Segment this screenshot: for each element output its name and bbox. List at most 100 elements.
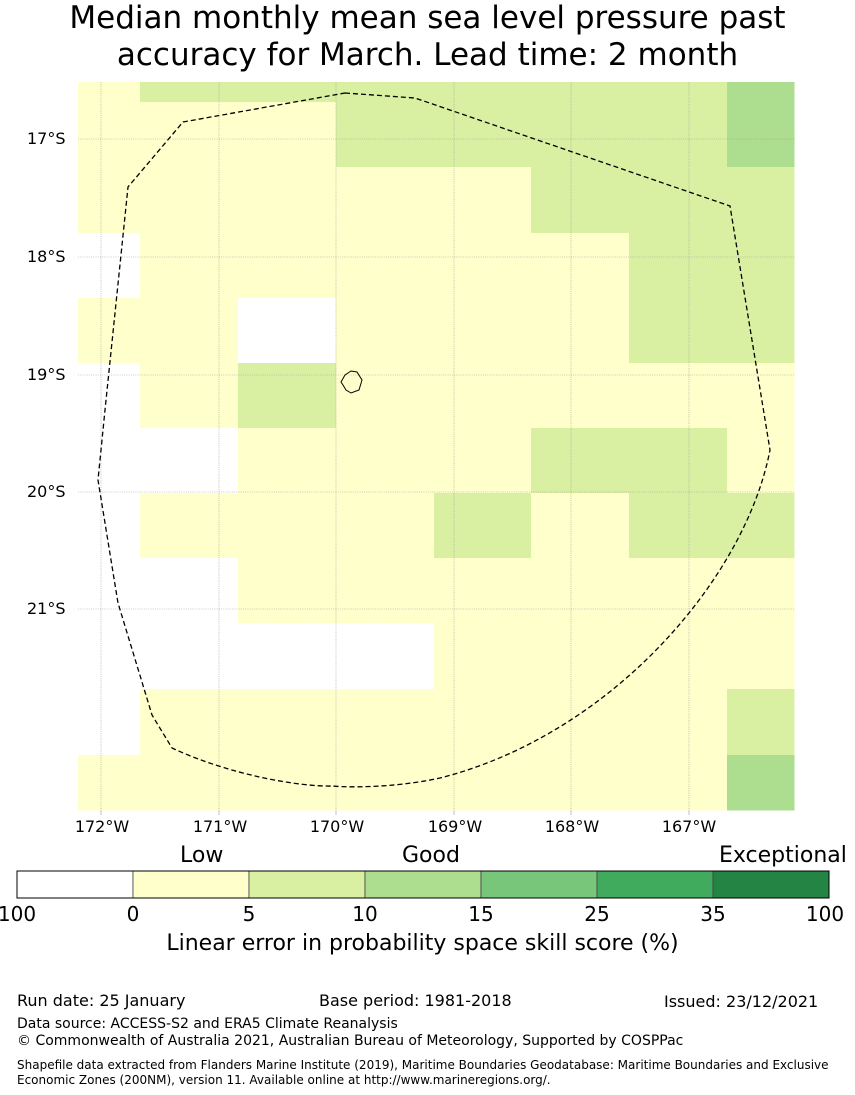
lat-label-17s: 17°S	[27, 129, 66, 148]
grid-cell	[629, 102, 728, 168]
grid-cell	[238, 298, 337, 364]
run-date: Run date: 25 January	[17, 991, 186, 1010]
grid-cell	[78, 102, 141, 168]
grid-cell	[434, 689, 532, 756]
grid-cell	[238, 82, 337, 103]
grid-cell	[140, 233, 239, 299]
legend-category-exceptional: Exceptional	[719, 843, 847, 868]
grid-cell	[434, 233, 532, 299]
colorbar-tick: 25	[584, 902, 610, 926]
grid-cell	[336, 689, 435, 756]
grid-cell	[629, 623, 728, 690]
lat-label-18s: 18°S	[27, 247, 66, 266]
grid-cell	[531, 623, 630, 690]
lon-label-170w: 170°W	[309, 817, 365, 836]
grid-cell	[727, 82, 795, 103]
grid-cell	[727, 102, 795, 168]
chart-title: Median monthly mean sea level pressure p…	[0, 0, 855, 74]
chart-title-line-2: accuracy for March. Lead time: 2 month	[116, 37, 739, 73]
lon-label-168w: 168°W	[544, 817, 600, 836]
colorbar-bin	[712, 870, 830, 899]
grid-cell	[78, 623, 141, 690]
grid-cell	[531, 298, 630, 364]
grid-cell	[629, 689, 728, 756]
grid-cell	[238, 363, 337, 429]
lat-label-21s: 21°S	[27, 599, 66, 618]
grid-cell	[336, 233, 435, 299]
grid-cells	[78, 82, 795, 811]
island-outline	[340, 370, 363, 394]
grid-cell	[140, 689, 239, 756]
grid-cell	[78, 233, 141, 299]
grid-cell	[727, 233, 795, 299]
grid-cell	[434, 298, 532, 364]
grid-cell	[78, 298, 141, 364]
grid-cell	[629, 755, 728, 811]
grid-cell	[140, 363, 239, 429]
grid-cell	[531, 428, 630, 494]
grid-cell	[78, 82, 141, 103]
issued-date: Issued: 23/12/2021	[664, 992, 819, 1011]
colorbar-tick: 0	[126, 902, 140, 926]
lon-label-171w: 171°W	[192, 817, 248, 836]
grid-cell	[238, 493, 337, 559]
grid-cell	[434, 493, 532, 559]
grid-cell	[238, 689, 337, 756]
grid-cell	[531, 689, 630, 756]
colorbar-tick: 100	[805, 902, 845, 926]
grid-cell	[629, 363, 728, 429]
grid-cell	[78, 689, 141, 756]
grid-cell	[238, 558, 337, 624]
grid-cell	[140, 298, 239, 364]
colorbar-bin	[132, 870, 250, 899]
grid-cell	[238, 102, 337, 168]
lon-label-169w: 169°W	[427, 817, 483, 836]
grid-cell	[78, 363, 141, 429]
colorbar-bin	[248, 870, 366, 899]
colorbar	[16, 870, 830, 899]
eez-boundary	[97, 92, 771, 788]
grid-cell	[531, 558, 630, 624]
chart-title-line-1: Median monthly mean sea level pressure p…	[69, 0, 786, 36]
lat-label-20s: 20°S	[27, 482, 66, 501]
lat-label-19s: 19°S	[27, 365, 66, 384]
lon-label-172w: 172°W	[74, 817, 130, 836]
colorbar-tick: 35	[700, 902, 726, 926]
grid-cell	[629, 493, 728, 559]
grid-cell	[629, 167, 728, 234]
grid-cell	[434, 167, 532, 234]
data-source: Data source: ACCESS-S2 and ERA5 Climate …	[17, 1016, 398, 1032]
grid-cell	[78, 558, 141, 624]
grid-cell	[336, 755, 435, 811]
grid-cell	[727, 755, 795, 811]
grid-cell	[434, 755, 532, 811]
colorbar-tick: 15	[468, 902, 494, 926]
grid-cell	[78, 493, 141, 559]
grid-cell	[727, 167, 795, 234]
grid-cell	[531, 102, 630, 168]
grid-cell	[336, 623, 435, 690]
grid-cell	[336, 298, 435, 364]
grid-cell	[336, 558, 435, 624]
colorbar-tick: 5	[242, 902, 256, 926]
grid-cell	[140, 82, 239, 103]
colorbar-tick: 10	[352, 902, 378, 926]
grid-cell	[78, 167, 141, 234]
grid-cell	[434, 102, 532, 168]
grid-cell	[434, 82, 532, 103]
grid-cell	[140, 167, 239, 234]
grid-cell	[531, 755, 630, 811]
grid-cell	[140, 755, 239, 811]
grid-cell	[140, 558, 239, 624]
colorbar-bin	[480, 870, 598, 899]
grid-cell	[336, 363, 435, 429]
grid-cell	[336, 428, 435, 494]
colorbar-title: Linear error in probability space skill …	[166, 931, 679, 956]
grid-cell	[531, 167, 630, 234]
grid-cell	[629, 82, 728, 103]
grid-cell	[629, 298, 728, 364]
base-period: Base period: 1981-2018	[319, 991, 512, 1010]
grid-cell	[531, 233, 630, 299]
grid-cell	[434, 558, 532, 624]
